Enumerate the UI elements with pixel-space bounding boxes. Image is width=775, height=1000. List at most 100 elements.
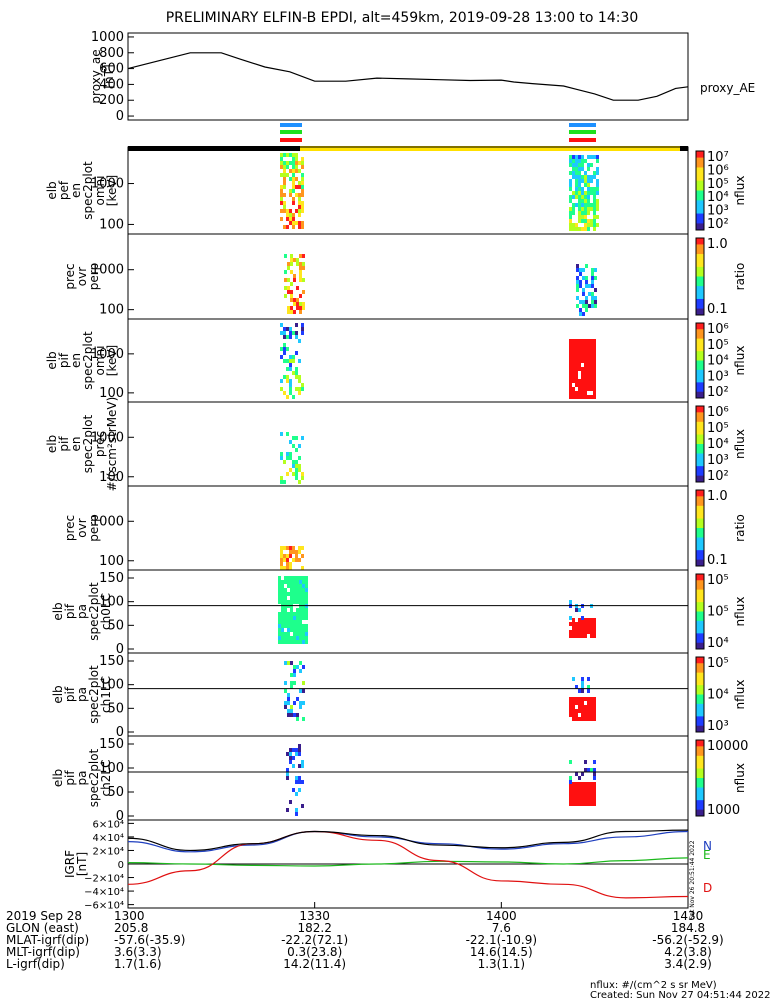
- spectrogram-pixel: [305, 608, 308, 612]
- panel-frame: [127, 318, 689, 403]
- spectrogram-pixel: [302, 584, 305, 588]
- spectrogram-pixel: [593, 175, 596, 179]
- spectrogram-pixel: [296, 636, 299, 640]
- spectrogram-pixel: [283, 153, 286, 157]
- spectrogram-pixel: [301, 383, 304, 387]
- colorbar-swatch: [696, 311, 704, 316]
- spectrogram-pixel: [290, 600, 293, 604]
- spectrogram-pixel: [293, 669, 296, 673]
- colorbar-tick-label: 10⁶: [707, 405, 729, 420]
- colorbar-swatch: [696, 456, 704, 461]
- spectrogram-pixel: [587, 622, 590, 626]
- spectrogram-pixel: [290, 596, 293, 600]
- spectrogram-pixel: [591, 280, 594, 284]
- spectrogram-pixel: [302, 254, 305, 258]
- spectrogram-pixel: [280, 480, 283, 484]
- ylabel-line: IGRF: [63, 850, 77, 878]
- spectrogram-pixel: [575, 179, 578, 183]
- spectrogram-pixel: [290, 681, 293, 685]
- spectrogram-pixel: [296, 697, 299, 701]
- footer-value: 3.6(3.3): [114, 945, 162, 959]
- spectrogram-pixel: [590, 175, 593, 179]
- spectrogram-pixel: [578, 195, 581, 199]
- spectrogram-pixel: [289, 335, 292, 339]
- spectrogram-pixel: [289, 221, 292, 225]
- spectrogram-pixel: [590, 383, 593, 387]
- spectrogram-pixel: [575, 227, 578, 231]
- spectrogram-pixel: [289, 327, 292, 331]
- spectrogram-pixel: [278, 620, 281, 624]
- spectrogram-pixel: [295, 776, 298, 780]
- colorbar-swatch: [696, 250, 704, 255]
- spectrogram-pixel: [590, 191, 593, 195]
- spectrogram-pixel: [287, 584, 290, 588]
- spectrogram-pixel: [581, 387, 584, 391]
- spectrogram-pixel: [584, 343, 587, 347]
- spectrogram-pixel: [296, 258, 299, 262]
- spectrogram-pixel: [572, 622, 575, 626]
- colorbar-swatch: [696, 379, 704, 383]
- spectrogram-pixel: [584, 705, 587, 709]
- spectrogram-pixel: [575, 701, 578, 705]
- spectrogram-pixel: [293, 302, 296, 306]
- spectrogram-pixel: [575, 159, 578, 163]
- footer-value: 184.8: [671, 921, 705, 935]
- spectrogram-pixel: [572, 211, 575, 215]
- spectrogram-pixel: [590, 187, 593, 191]
- colorbar-tick-label: 10⁵: [707, 338, 729, 353]
- spectrogram-pixel: [290, 290, 293, 294]
- y-tick-label: 1000: [91, 263, 124, 278]
- spectrogram-pixel: [572, 634, 575, 638]
- spectrogram-pixel: [578, 391, 581, 395]
- colorbar-swatch: [696, 357, 704, 361]
- spectrogram-pixel: [578, 794, 581, 798]
- spectrogram-pixel: [292, 748, 295, 752]
- colorbar-swatch: [696, 302, 704, 306]
- spectrogram-pixel: [301, 181, 304, 185]
- spectrogram-pixel: [584, 219, 587, 223]
- spectrogram-pixel: [280, 185, 283, 189]
- spectrogram-pixel: [576, 268, 579, 272]
- spectrogram-pixel: [581, 689, 584, 693]
- spectrogram-pixel: [286, 161, 289, 165]
- spectrogram-pixel: [281, 588, 284, 592]
- colorbar-tick-label: 10⁴: [707, 190, 729, 205]
- spectrogram-pixel: [301, 157, 304, 161]
- spectrogram-pixel: [293, 258, 296, 262]
- spectrogram-pixel: [284, 592, 287, 596]
- spectrogram-pixel: [295, 169, 298, 173]
- spectrogram-pixel: [283, 209, 286, 213]
- spectrogram-pixel: [295, 193, 298, 197]
- spectrogram-pixel: [286, 566, 289, 570]
- spectrogram-pixel: [296, 298, 299, 302]
- spectrogram-pixel: [575, 347, 578, 351]
- colorbar-swatch: [696, 238, 704, 242]
- spectrogram-pixel: [299, 596, 302, 600]
- footer-value: -56.2(-52.9): [652, 933, 723, 947]
- ylabel-line: pef: [57, 180, 71, 200]
- spectrogram-pixel: [591, 268, 594, 272]
- spectrogram-pixel: [293, 681, 296, 685]
- colorbar-swatch: [696, 453, 704, 458]
- spectrogram-pixel: [292, 181, 295, 185]
- spectrogram-pixel: [278, 624, 281, 628]
- spectrogram-pixel: [302, 592, 305, 596]
- spectrogram-pixel: [581, 199, 584, 203]
- spectrogram-pixel: [587, 211, 590, 215]
- colorbar-swatch: [696, 360, 704, 365]
- spectrogram-pixel: [593, 359, 596, 363]
- colorbar-tick-label: 1.0: [707, 489, 728, 504]
- spectrogram-pixel: [587, 802, 590, 806]
- spectrogram-pixel: [581, 215, 584, 219]
- spectrogram-pixel: [572, 371, 575, 375]
- spectrogram-pixel: [585, 284, 588, 288]
- colorbar-swatch: [696, 518, 704, 523]
- footer-row-label: 2019 Sep 28: [6, 909, 82, 923]
- spectrogram-pixel: [292, 185, 295, 189]
- spectrogram-8: 150100500elbpifpaspec2plotch2LC100001000…: [51, 735, 748, 824]
- y-tick-label: 100: [99, 303, 124, 318]
- spectrogram-pixel: [286, 776, 289, 780]
- spectrogram-pixel: [587, 768, 590, 772]
- spectrogram-pixel: [596, 179, 599, 183]
- spectrogram-pixel: [295, 351, 298, 355]
